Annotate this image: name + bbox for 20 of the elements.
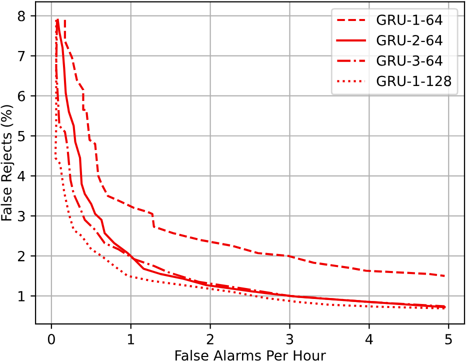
y-tick-label: 2 <box>18 250 24 262</box>
x-tick-label: 4 <box>365 334 373 344</box>
y-tick-label: 8 <box>18 10 25 22</box>
y-tick-label: 6 <box>18 90 25 102</box>
x-tick-label: 1 <box>128 334 134 344</box>
x-tick-label: 3 <box>286 334 294 344</box>
legend-label: GRU-1-64 <box>376 14 442 26</box>
legend-label: GRU-2-64 <box>376 34 442 46</box>
y-tick-label: 7 <box>18 50 25 62</box>
legend-label: GRU-3-64 <box>376 55 442 66</box>
x-tick-label: 0 <box>48 334 55 344</box>
y-tick-label: 4 <box>18 171 26 182</box>
x-tick-label: 2 <box>206 334 214 344</box>
legend-label: GRU-1-128 <box>376 76 452 86</box>
x-tick-label: 5 <box>445 334 452 344</box>
x-axis-title: False Alarms Per Hour <box>176 350 326 361</box>
y-tick-label: 3 <box>18 210 25 222</box>
y-tick-label: 1 <box>18 291 25 302</box>
y-axis-title: False Rejects (%) <box>0 105 14 221</box>
y-tick-label: 5 <box>18 131 25 142</box>
